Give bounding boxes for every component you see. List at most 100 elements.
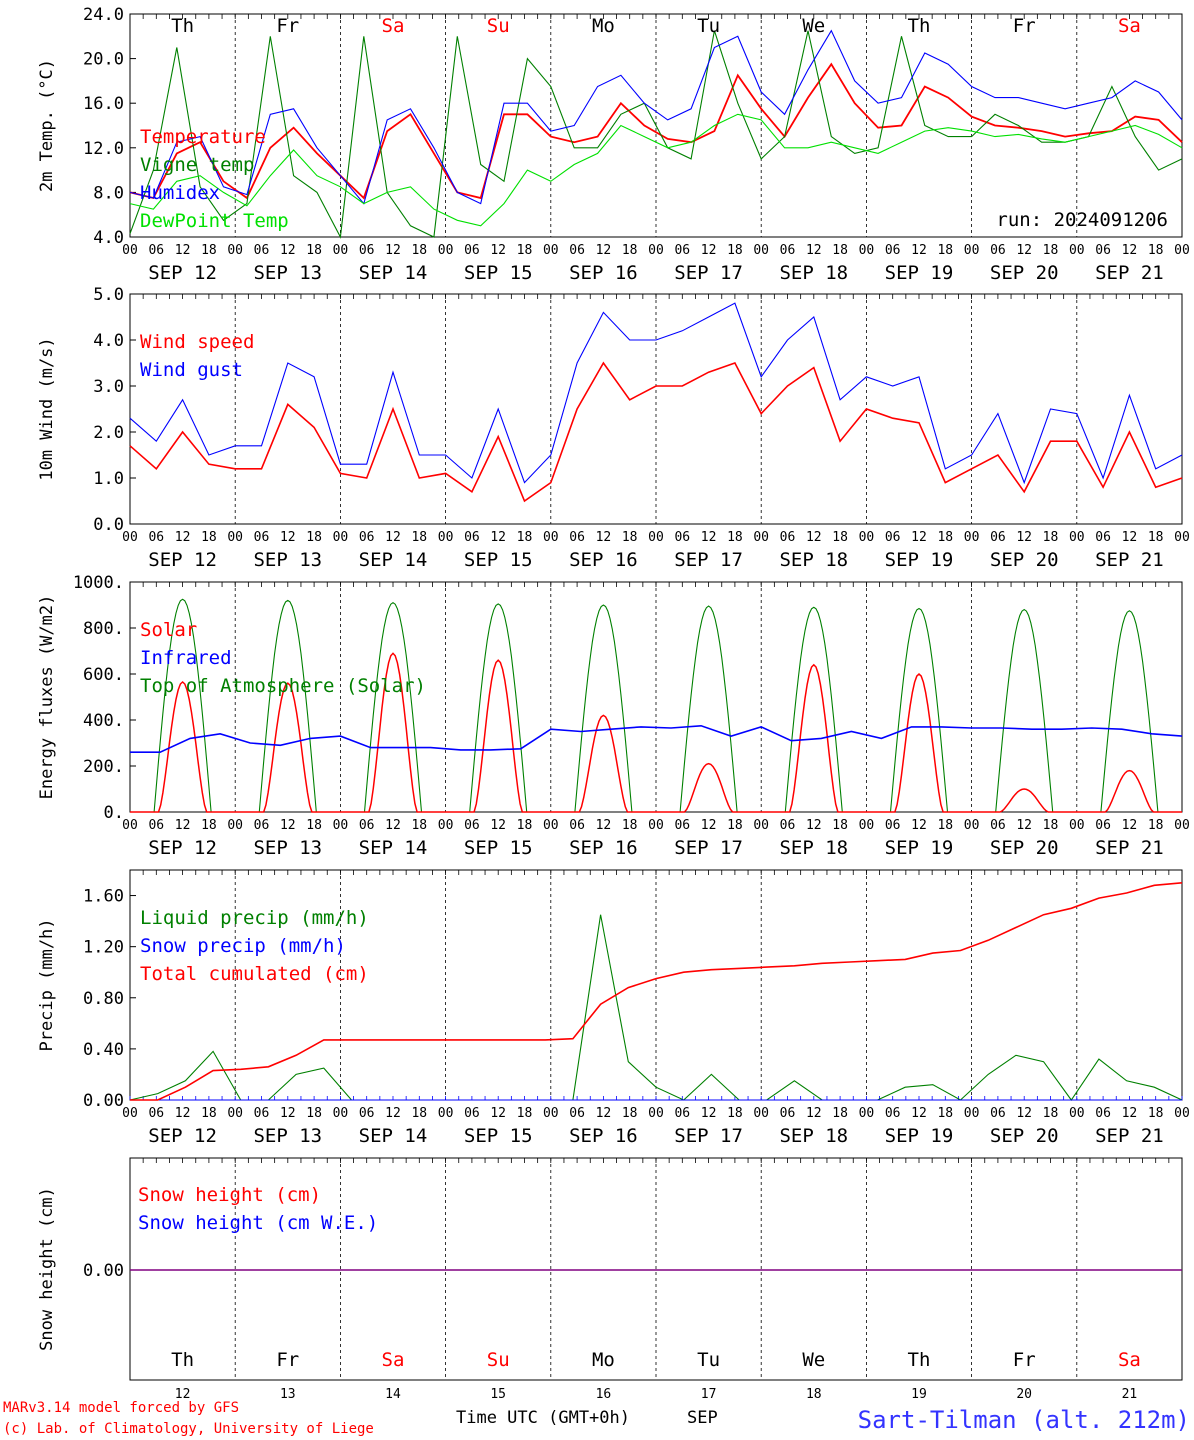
hour-tick-label: 06 xyxy=(254,818,270,833)
hour-tick-label: 06 xyxy=(148,243,164,258)
date-label: SEP 12 xyxy=(148,1125,217,1147)
legend-entry: Snow precip (mm/h) xyxy=(140,935,346,957)
hour-tick-label: 18 xyxy=(411,530,427,545)
hour-tick-label: 12 xyxy=(911,530,927,545)
date-label: SEP 17 xyxy=(674,837,743,859)
hour-tick-label: 12 xyxy=(280,818,296,833)
hour-tick-label: 18 xyxy=(201,243,217,258)
hour-tick-label: 00 xyxy=(859,243,875,258)
y-tick-label: 600. xyxy=(83,665,124,685)
day-number-label: 21 xyxy=(1122,1387,1138,1402)
hour-tick-label: 00 xyxy=(227,1106,243,1121)
hour-tick-label: 12 xyxy=(175,818,191,833)
hour-tick-label: 18 xyxy=(201,818,217,833)
hour-tick-label: 18 xyxy=(411,818,427,833)
y-tick-label: 0.00 xyxy=(83,1091,124,1111)
hour-tick-label: 12 xyxy=(385,1106,401,1121)
hour-tick-label: 12 xyxy=(490,818,506,833)
y-tick-label: 0.0 xyxy=(93,515,124,535)
date-label: SEP 18 xyxy=(779,1125,848,1147)
hour-tick-label: 12 xyxy=(1122,530,1138,545)
y-tick-label: 16.0 xyxy=(83,94,124,114)
hour-tick-label: 18 xyxy=(411,1106,427,1121)
legend-entry: Solar xyxy=(140,619,197,641)
hour-tick-label: 06 xyxy=(674,530,690,545)
hour-tick-label: 06 xyxy=(990,243,1006,258)
hour-tick-label: 00 xyxy=(753,818,769,833)
date-label: SEP 14 xyxy=(359,549,428,571)
run-label: run: 2024091206 xyxy=(996,209,1168,231)
hour-tick-label: 18 xyxy=(517,530,533,545)
hour-tick-label: 06 xyxy=(1095,818,1111,833)
day-number-label: 18 xyxy=(806,1387,822,1402)
hour-tick-label: 00 xyxy=(648,818,664,833)
hour-tick-label: 00 xyxy=(1069,1106,1085,1121)
hour-tick-label: 00 xyxy=(753,1106,769,1121)
wind-series-line xyxy=(129,302,1183,485)
day-number-label: 20 xyxy=(1016,1387,1032,1402)
hour-tick-label: 06 xyxy=(359,1106,375,1121)
infrared-line xyxy=(130,724,1183,754)
hour-tick-label: 00 xyxy=(1174,530,1190,545)
weekday-label: Th xyxy=(908,15,931,37)
hour-tick-label: 06 xyxy=(569,818,585,833)
weekday-label: Th xyxy=(908,1349,931,1371)
legend-entry: Infrared xyxy=(140,647,232,669)
date-label: SEP 13 xyxy=(253,262,322,284)
day-number-label: 13 xyxy=(280,1387,296,1402)
hour-tick-label: 18 xyxy=(411,243,427,258)
date-label: SEP 12 xyxy=(148,549,217,571)
hour-tick-label: 12 xyxy=(175,243,191,258)
hour-tick-label: 00 xyxy=(543,818,559,833)
hour-tick-label: 00 xyxy=(438,530,454,545)
legend-entry: Snow height (cm) xyxy=(138,1184,321,1206)
date-label: SEP 16 xyxy=(569,549,638,571)
day-number-label: 12 xyxy=(175,1387,191,1402)
hour-tick-label: 18 xyxy=(937,1106,953,1121)
date-label: SEP 15 xyxy=(464,1125,533,1147)
hour-tick-label: 06 xyxy=(569,530,585,545)
hour-tick-label: 00 xyxy=(438,818,454,833)
hour-tick-label: 06 xyxy=(1095,1106,1111,1121)
day-number-label: 19 xyxy=(911,1387,927,1402)
y-tick-label: 4.0 xyxy=(93,228,124,248)
hour-tick-label: 18 xyxy=(937,243,953,258)
hour-tick-label: 12 xyxy=(490,530,506,545)
hour-tick-label: 06 xyxy=(990,1106,1006,1121)
temp-series-line xyxy=(129,62,1183,200)
hour-tick-label: 06 xyxy=(674,243,690,258)
hour-tick-label: 00 xyxy=(543,1106,559,1121)
hour-tick-label: 18 xyxy=(1043,530,1059,545)
hour-tick-label: 18 xyxy=(517,1106,533,1121)
hour-tick-label: 00 xyxy=(964,1106,980,1121)
hour-tick-label: 18 xyxy=(201,530,217,545)
hour-tick-label: 00 xyxy=(333,818,349,833)
hour-tick-label: 12 xyxy=(1122,243,1138,258)
hour-tick-label: 12 xyxy=(701,243,717,258)
temp-series-line xyxy=(129,113,1183,227)
date-label: SEP 21 xyxy=(1095,1125,1164,1147)
y-tick-label: 8.0 xyxy=(93,183,124,203)
weekday-label: Sa xyxy=(382,1349,405,1371)
hour-tick-label: 12 xyxy=(806,818,822,833)
weekday-label: Fr xyxy=(1013,15,1036,37)
legend-entry: Temperature xyxy=(140,126,266,148)
date-label: SEP 14 xyxy=(359,1125,428,1147)
y-tick-label: 3.0 xyxy=(93,377,124,397)
solar-line xyxy=(130,652,1182,813)
weekday-label: Fr xyxy=(276,1349,299,1371)
weekday-label: Tu xyxy=(697,1349,720,1371)
hour-tick-label: 00 xyxy=(964,530,980,545)
date-label: SEP 19 xyxy=(885,1125,954,1147)
hour-tick-label: 12 xyxy=(175,530,191,545)
hour-tick-label: 00 xyxy=(964,818,980,833)
panels-layer: 2m Temp. (°C) 24.0 20.0 16.0 12.0 8.0 4.0 00 06 1… xyxy=(37,5,1190,1402)
hour-tick-label: 12 xyxy=(280,243,296,258)
hour-tick-label: 06 xyxy=(148,1106,164,1121)
hour-tick-label: 06 xyxy=(990,530,1006,545)
hour-tick-label: 18 xyxy=(622,530,638,545)
hour-tick-label: 06 xyxy=(254,530,270,545)
hour-tick-label: 18 xyxy=(306,530,322,545)
date-label: SEP 16 xyxy=(569,262,638,284)
